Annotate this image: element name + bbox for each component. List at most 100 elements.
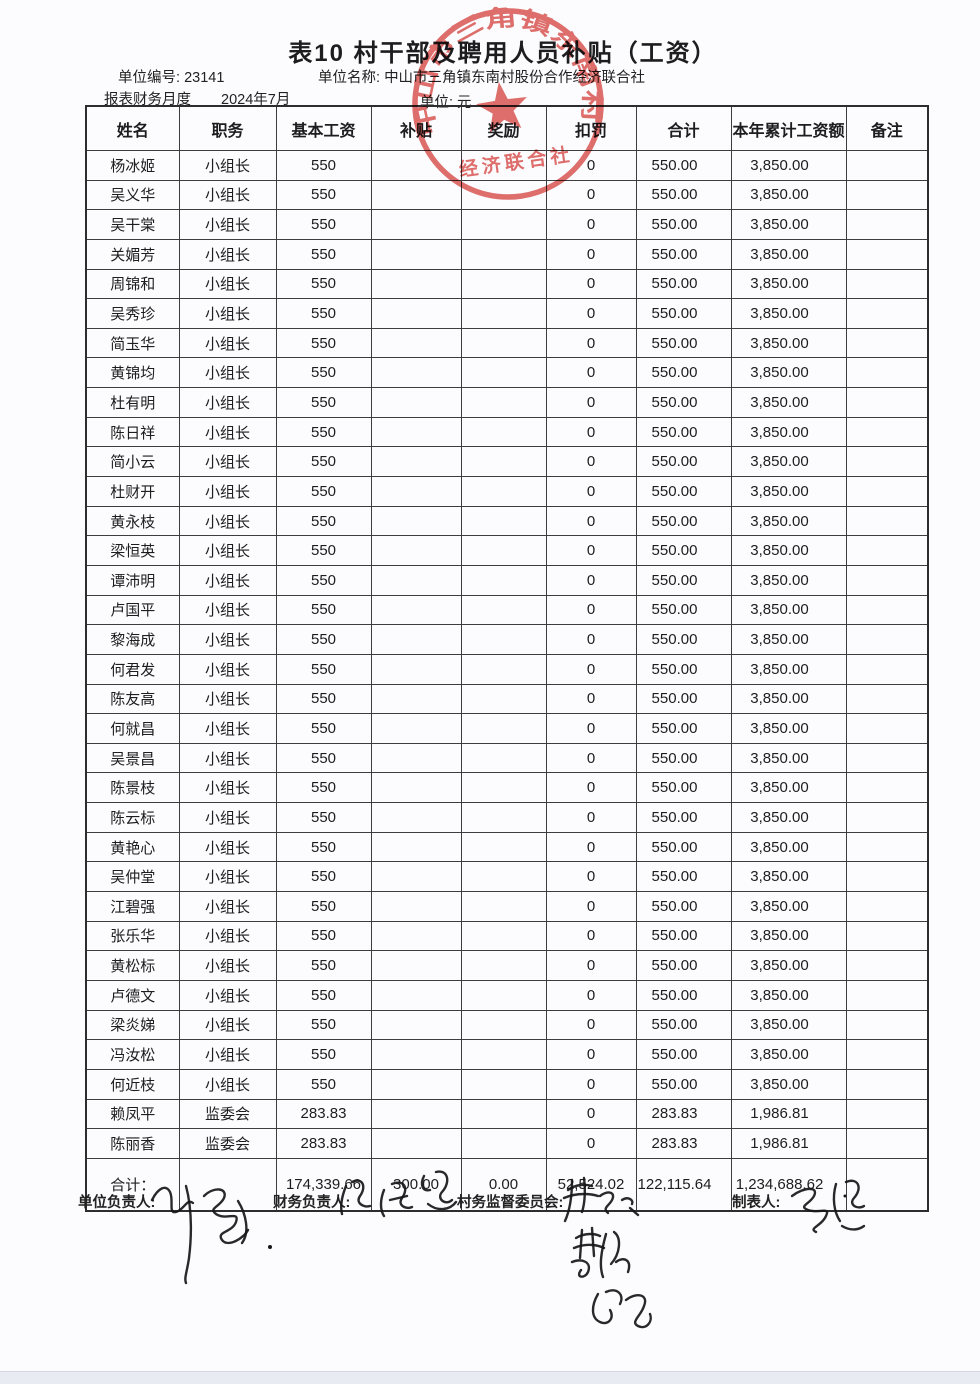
cell-role: 监委会 [178,1098,277,1130]
cell-role: 小组长 [178,802,277,833]
cell-role: 小组长 [178,683,277,715]
cell-ytd-total: 3,850.00 [730,624,847,655]
finance-head-label: 财务负责人: [273,1195,351,1211]
cell-subsidy [370,1128,462,1159]
unit-head-label: 单位负责人: [78,1195,156,1211]
cell-bonus [460,831,547,863]
cell-base-salary: 550 [275,535,372,566]
cell-name: 卢国平 [85,594,180,626]
cell-name: 黄松标 [85,950,180,981]
cell-ytd-total: 3,850.00 [730,1039,847,1070]
cell-note [845,505,929,537]
summary-total: 122,115.64 [635,1157,732,1212]
table-row: 黄永枝 小组长 550 0 550.00 3,850.00 [85,505,929,537]
cell-subsidy [370,209,462,240]
cell-role: 小组长 [178,327,277,359]
table-row: 吴义华 小组长 550 0 550.00 3,850.00 [85,179,929,211]
cell-role: 小组长 [178,387,277,418]
cell-ytd-total: 3,850.00 [730,713,847,744]
cell-name: 吴干棠 [85,209,180,240]
cell-subsidy [370,802,462,833]
cell-deduction: 0 [545,1128,637,1159]
cell-base-salary: 550 [275,683,372,715]
cell-bonus [460,416,547,448]
cell-total: 550.00 [635,387,732,418]
cell-role: 小组长 [178,713,277,744]
cell-name: 简玉华 [85,327,180,359]
cell-ytd-total: 3,850.00 [730,535,847,566]
cell-name: 陈日祥 [85,416,180,448]
cell-note [845,979,929,1011]
cell-ytd-total: 3,850.00 [730,861,847,893]
cell-note [845,891,929,922]
cell-total: 550.00 [635,713,732,744]
cell-base-salary: 550 [275,594,372,626]
cell-base-salary: 550 [275,920,372,952]
cell-role: 小组长 [178,1039,277,1070]
cell-subsidy [370,920,462,952]
cell-name: 张乐华 [85,920,180,952]
cell-total: 550.00 [635,802,732,833]
cell-subsidy [370,979,462,1011]
table-row: 简玉华 小组长 550 0 550.00 3,850.00 [85,327,929,359]
table-row: 冯汝松 小组长 550 0 550.00 3,850.00 [85,1039,929,1070]
cell-subsidy [370,327,462,359]
cell-total: 550.00 [635,683,732,715]
cell-subsidy [370,179,462,211]
cell-bonus [460,1068,547,1100]
cell-ytd-total: 3,850.00 [730,446,847,478]
report-period-value: 2024年7月 [221,92,291,108]
cell-name: 陈丽香 [85,1128,180,1159]
cell-base-salary: 550 [275,950,372,981]
cell-total: 550.00 [635,891,732,922]
cell-note [845,1128,929,1159]
cell-role: 小组长 [178,238,277,270]
table-row: 何君发 小组长 550 0 550.00 3,850.00 [85,653,929,685]
table-row: 杨冰姬 小组长 550 0 550.00 3,850.00 [85,150,929,181]
cell-note [845,653,929,685]
cell-ytd-total: 3,850.00 [730,1068,847,1100]
cell-subsidy [370,238,462,270]
cell-base-salary: 550 [275,742,372,774]
cell-base-salary: 550 [275,564,372,596]
cell-total: 550.00 [635,624,732,655]
cell-base-salary: 550 [275,209,372,240]
cell-ytd-total: 3,850.00 [730,950,847,981]
cell-bonus [460,327,547,359]
cell-ytd-total: 3,850.00 [730,387,847,418]
cell-ytd-total: 3,850.00 [730,594,847,626]
cell-note [845,387,929,418]
cell-bonus [460,535,547,566]
cell-role: 小组长 [178,742,277,774]
cell-base-salary: 550 [275,476,372,507]
table-row: 张乐华 小组长 550 0 550.00 3,850.00 [85,920,929,952]
cell-subsidy [370,416,462,448]
cell-ytd-total: 3,850.00 [730,564,847,596]
table-row: 何就昌 小组长 550 0 550.00 3,850.00 [85,713,929,744]
column-header: 扣罚 [545,105,637,151]
table-row: 关媚芳 小组长 550 0 550.00 3,850.00 [85,238,929,270]
cell-note [845,238,929,270]
cell-total: 550.00 [635,920,732,952]
cell-deduction: 0 [545,357,637,389]
cell-subsidy [370,357,462,389]
cell-subsidy [370,653,462,685]
cell-note [845,624,929,655]
cell-name: 卢德文 [85,979,180,1011]
cell-ytd-total: 3,850.00 [730,742,847,774]
cell-subsidy [370,505,462,537]
cell-bonus [460,1128,547,1159]
cell-subsidy [370,772,462,804]
cell-base-salary: 550 [275,150,372,181]
cell-role: 小组长 [178,624,277,655]
cell-base-salary: 550 [275,772,372,804]
table-row: 杜财开 小组长 550 0 550.00 3,850.00 [85,476,929,507]
cell-note [845,476,929,507]
cell-role: 小组长 [178,891,277,922]
cell-ytd-total: 3,850.00 [730,327,847,359]
cell-base-salary: 550 [275,238,372,270]
unit-code-label: 单位编号: [118,70,181,86]
column-header: 姓名 [85,105,180,151]
cell-deduction: 0 [545,1009,637,1041]
table-row: 陈云标 小组长 550 0 550.00 3,850.00 [85,802,929,833]
